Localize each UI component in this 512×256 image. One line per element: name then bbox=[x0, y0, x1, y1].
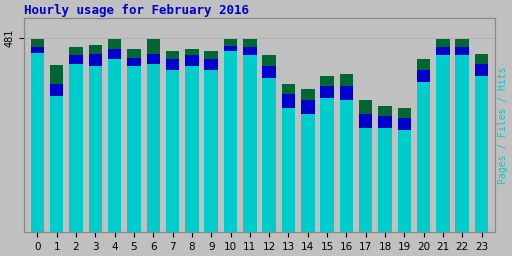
Bar bbox=[185, 49, 199, 232]
Bar bbox=[146, 63, 160, 232]
Y-axis label: Pages / Files / Hits: Pages / Files / Hits bbox=[498, 67, 508, 184]
Bar bbox=[224, 46, 237, 232]
Bar bbox=[378, 128, 392, 232]
Bar bbox=[397, 108, 411, 232]
Bar bbox=[89, 45, 102, 232]
Bar bbox=[108, 39, 121, 232]
Bar bbox=[31, 47, 44, 232]
Bar bbox=[204, 70, 218, 232]
Bar bbox=[89, 54, 102, 232]
Bar bbox=[397, 118, 411, 232]
Bar bbox=[166, 59, 179, 232]
Bar bbox=[50, 65, 63, 232]
Bar bbox=[224, 38, 237, 232]
Bar bbox=[436, 56, 450, 232]
Bar bbox=[475, 63, 488, 232]
Bar bbox=[417, 59, 431, 232]
Bar bbox=[456, 56, 469, 232]
Bar bbox=[243, 47, 257, 232]
Bar bbox=[224, 51, 237, 232]
Bar bbox=[50, 96, 63, 232]
Bar bbox=[185, 56, 199, 232]
Bar bbox=[378, 106, 392, 232]
Bar bbox=[475, 76, 488, 232]
Bar bbox=[31, 38, 44, 232]
Bar bbox=[397, 131, 411, 232]
Bar bbox=[243, 56, 257, 232]
Bar bbox=[89, 66, 102, 232]
Bar bbox=[243, 38, 257, 232]
Bar bbox=[127, 58, 141, 232]
Bar bbox=[282, 108, 295, 232]
Bar bbox=[456, 38, 469, 232]
Bar bbox=[108, 59, 121, 232]
Bar bbox=[69, 63, 83, 232]
Bar bbox=[108, 49, 121, 232]
Bar bbox=[262, 66, 276, 232]
Bar bbox=[321, 86, 334, 232]
Bar bbox=[146, 54, 160, 232]
Bar bbox=[359, 128, 372, 232]
Bar bbox=[69, 47, 83, 232]
Bar bbox=[321, 98, 334, 232]
Bar bbox=[69, 56, 83, 232]
Bar bbox=[359, 114, 372, 232]
Bar bbox=[282, 84, 295, 232]
Bar bbox=[339, 86, 353, 232]
Bar bbox=[301, 89, 314, 232]
Bar bbox=[339, 100, 353, 232]
Bar bbox=[31, 53, 44, 232]
Bar bbox=[417, 82, 431, 232]
Bar bbox=[146, 39, 160, 232]
Bar bbox=[417, 70, 431, 232]
Bar bbox=[339, 74, 353, 232]
Bar bbox=[185, 66, 199, 232]
Bar bbox=[456, 47, 469, 232]
Bar bbox=[282, 94, 295, 232]
Bar bbox=[436, 47, 450, 232]
Bar bbox=[436, 38, 450, 232]
Bar bbox=[166, 51, 179, 232]
Bar bbox=[262, 56, 276, 232]
Bar bbox=[301, 114, 314, 232]
Bar bbox=[166, 70, 179, 232]
Bar bbox=[127, 49, 141, 232]
Bar bbox=[301, 100, 314, 232]
Bar bbox=[204, 51, 218, 232]
Text: Hourly usage for February 2016: Hourly usage for February 2016 bbox=[24, 4, 249, 17]
Bar bbox=[50, 84, 63, 232]
Bar bbox=[321, 76, 334, 232]
Bar bbox=[475, 54, 488, 232]
Bar bbox=[359, 100, 372, 232]
Bar bbox=[127, 66, 141, 232]
Bar bbox=[204, 59, 218, 232]
Bar bbox=[262, 78, 276, 232]
Bar bbox=[378, 116, 392, 232]
